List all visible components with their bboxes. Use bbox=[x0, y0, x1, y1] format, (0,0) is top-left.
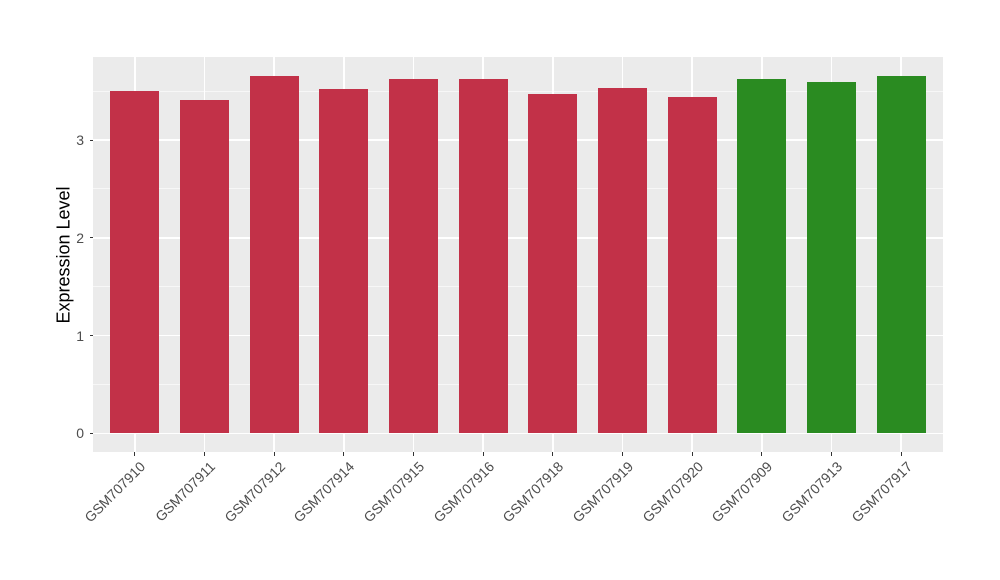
y-tick-label-2: 2 bbox=[76, 229, 84, 246]
gridline-major-y-2 bbox=[93, 237, 943, 239]
gridline-major-y-3 bbox=[93, 139, 943, 141]
bar-GSM707920 bbox=[667, 97, 717, 434]
bar-GSM707912 bbox=[249, 75, 299, 434]
y-tick-label-0: 0 bbox=[76, 425, 84, 442]
bar-GSM707916 bbox=[458, 78, 508, 434]
x-tick-mark-GSM707918 bbox=[552, 452, 554, 456]
bar-GSM707915 bbox=[389, 78, 438, 434]
y-tick-label-1: 1 bbox=[76, 327, 84, 344]
bar-GSM707913 bbox=[807, 82, 856, 434]
bar-GSM707919 bbox=[598, 88, 647, 434]
y-tick-mark-0 bbox=[89, 432, 93, 434]
bar-GSM707909 bbox=[737, 79, 787, 434]
x-tick-mark-GSM707919 bbox=[621, 452, 624, 456]
x-tick-mark-GSM707912 bbox=[273, 452, 275, 456]
bar-GSM707911 bbox=[180, 100, 229, 434]
gridline-minor-y-2.5 bbox=[93, 188, 943, 190]
x-tick-label-GSM707918: GSM707918 bbox=[499, 458, 567, 526]
y-tick-mark-1 bbox=[89, 335, 93, 337]
x-tick-mark-GSM707920 bbox=[691, 452, 693, 456]
gridline-major-y-1 bbox=[93, 334, 943, 337]
x-tick-label-GSM707915: GSM707915 bbox=[360, 458, 428, 526]
bar-GSM707918 bbox=[528, 94, 578, 434]
y-tick-mark-3 bbox=[89, 139, 93, 141]
x-tick-label-GSM707909: GSM707909 bbox=[708, 458, 776, 526]
x-tick-label-GSM707914: GSM707914 bbox=[290, 458, 358, 526]
x-tick-mark-GSM707917 bbox=[900, 452, 902, 456]
gridline-minor-y-0.5 bbox=[93, 384, 943, 386]
x-tick-label-GSM707919: GSM707919 bbox=[569, 458, 637, 526]
x-tick-label-GSM707916: GSM707916 bbox=[429, 458, 497, 526]
x-tick-mark-GSM707909 bbox=[761, 452, 763, 456]
x-tick-mark-GSM707916 bbox=[482, 452, 484, 456]
bar-GSM707914 bbox=[319, 89, 369, 434]
x-tick-mark-GSM707913 bbox=[830, 452, 833, 456]
gridline-minor-y-1.5 bbox=[93, 286, 943, 288]
x-tick-mark-GSM707911 bbox=[203, 452, 206, 456]
x-tick-label-GSM707917: GSM707917 bbox=[847, 458, 915, 526]
x-tick-label-GSM707910: GSM707910 bbox=[81, 458, 149, 526]
x-tick-mark-GSM707915 bbox=[412, 452, 415, 456]
bar-GSM707917 bbox=[876, 75, 926, 434]
y-axis-title: Expression Level bbox=[53, 185, 74, 324]
x-tick-mark-GSM707914 bbox=[343, 452, 345, 456]
x-tick-label-GSM707920: GSM707920 bbox=[638, 458, 706, 526]
plot-panel bbox=[93, 57, 943, 452]
x-tick-label-GSM707913: GSM707913 bbox=[778, 458, 846, 526]
gridline-minor-y-3.5 bbox=[93, 90, 943, 92]
bar-GSM707910 bbox=[110, 91, 160, 434]
y-tick-label-3: 3 bbox=[76, 132, 84, 149]
y-tick-mark-2 bbox=[89, 237, 93, 239]
gridline-major-y-0 bbox=[93, 432, 943, 435]
x-tick-label-GSM707911: GSM707911 bbox=[151, 458, 219, 525]
x-tick-mark-GSM707910 bbox=[134, 452, 136, 456]
x-tick-label-GSM707912: GSM707912 bbox=[220, 458, 288, 526]
